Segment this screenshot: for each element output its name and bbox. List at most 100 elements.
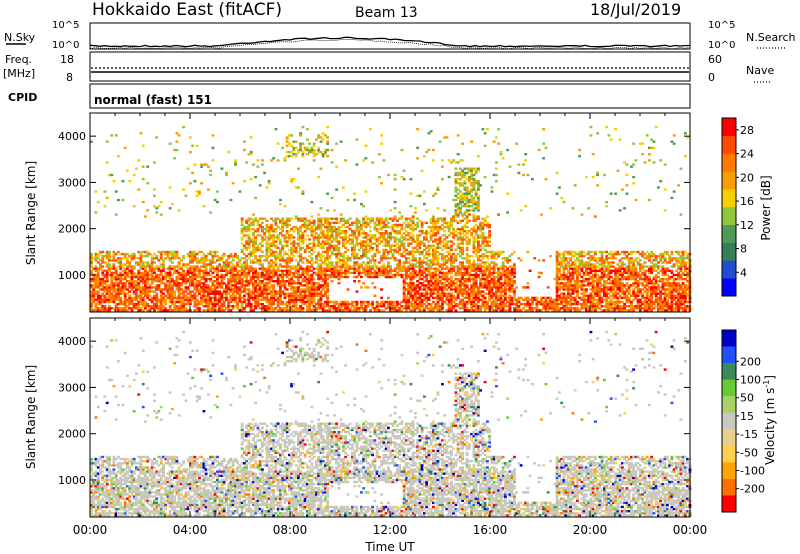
power-cell [258, 284, 262, 287]
power-cell [112, 259, 116, 262]
power-cell [267, 261, 271, 264]
power-cell [299, 134, 303, 137]
power-cell [432, 223, 435, 227]
power-cell [450, 225, 453, 229]
power-cell [162, 259, 165, 262]
power-cell [456, 215, 460, 218]
power-cell [308, 280, 312, 283]
power-cell [474, 182, 478, 185]
power-cell [425, 296, 429, 300]
power-cell [119, 286, 123, 289]
power-cell [342, 242, 345, 245]
power-cell [357, 227, 361, 231]
power-cell [306, 280, 309, 283]
power-cell [328, 242, 332, 245]
power-cell [312, 246, 316, 250]
power-cell [218, 275, 222, 279]
power-cell [99, 277, 102, 281]
power-cell [317, 282, 321, 285]
power-cell [211, 290, 215, 293]
power-cell [333, 225, 336, 229]
frequency-label-2: [MHz] [3, 67, 35, 80]
power-cell [150, 275, 154, 279]
power-cell [432, 273, 435, 277]
power-cell [297, 148, 300, 152]
power-cell [182, 280, 186, 283]
noise-tick-top-right: 10^5 [708, 20, 735, 31]
power-cell [130, 282, 134, 285]
power-cell [267, 282, 271, 285]
power-cell [288, 217, 291, 220]
power-cell [281, 146, 285, 150]
power-cell [222, 275, 226, 279]
power-cell [362, 267, 366, 270]
power-cell [432, 263, 435, 266]
power-cell [301, 153, 305, 156]
power-cell [355, 267, 359, 270]
power-cell [200, 257, 204, 260]
power-cell [465, 273, 469, 277]
power-cell [213, 294, 217, 297]
power-cell [452, 236, 456, 239]
power-cell [168, 294, 172, 297]
power-cell [234, 288, 237, 291]
power-cell [384, 265, 388, 268]
power-cell [146, 282, 150, 285]
power-cell [333, 275, 336, 279]
power-cell [150, 269, 154, 272]
power-cell [414, 250, 417, 254]
power-cell [369, 236, 372, 239]
power-cell [258, 288, 262, 291]
power-cell [463, 194, 467, 197]
power-cell [112, 282, 116, 285]
power-cell [477, 290, 480, 293]
power-cell [459, 178, 462, 181]
power-cell [461, 275, 465, 279]
power-cell [459, 227, 462, 231]
power-cell [373, 223, 377, 227]
power-cell [389, 236, 393, 239]
power-cell [117, 309, 120, 312]
power-cell [461, 248, 465, 252]
power-cell [126, 169, 129, 172]
power-cell [108, 294, 111, 297]
power-cell [101, 307, 105, 310]
power-cell [465, 209, 469, 212]
power-cell [148, 277, 152, 281]
power-cell [216, 280, 219, 283]
power-cell [477, 242, 480, 245]
power-cell [342, 236, 345, 239]
power-cell [279, 263, 282, 266]
power-cell [267, 271, 271, 275]
power-cell [380, 236, 384, 239]
power-cell [319, 302, 323, 306]
power-cell [366, 267, 370, 270]
power-cell [447, 307, 451, 310]
power-cell [225, 171, 228, 175]
power-cell [227, 298, 231, 302]
power-cell [290, 282, 294, 285]
power-cell [418, 267, 422, 270]
power-cell [492, 275, 496, 279]
power-cell [267, 244, 271, 247]
power-cell [292, 282, 296, 285]
power-cell [191, 265, 195, 268]
power-cell [281, 265, 285, 268]
power-cell [326, 136, 330, 139]
power-cell [222, 273, 226, 277]
power-cell [409, 267, 413, 270]
power-cell [155, 292, 159, 295]
power-cell [148, 265, 152, 268]
power-cell [274, 294, 278, 297]
power-cell [450, 252, 453, 256]
power-cell [144, 300, 147, 304]
power-cell [105, 252, 109, 256]
power-cell [483, 219, 487, 222]
power-cell [175, 307, 179, 310]
power-cell [328, 305, 332, 308]
power-cell [355, 163, 359, 166]
power-cell [393, 269, 397, 272]
power-cell [103, 309, 107, 312]
power-cell [294, 300, 298, 304]
power-cell [409, 273, 413, 277]
